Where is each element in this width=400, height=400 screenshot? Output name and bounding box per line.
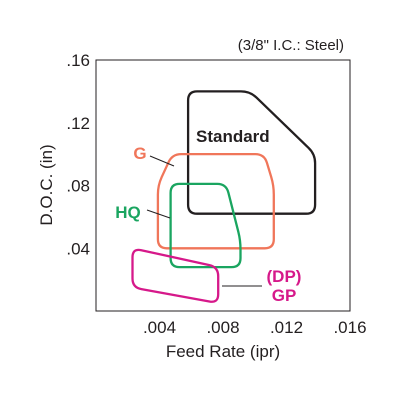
leader-line-hq — [146, 209, 171, 219]
x-tick-label: .016 — [333, 318, 366, 337]
y-tick-label: .04 — [66, 239, 90, 258]
region-standard — [186, 90, 317, 215]
region-labels: Standard G HQ (DP) GP — [115, 127, 301, 305]
y-tick-label: .16 — [66, 51, 90, 70]
region-label-dp-gp: (DP) GP — [267, 267, 302, 305]
region-hq — [169, 182, 242, 269]
y-tick-label: .12 — [66, 114, 90, 133]
y-tick-label: .08 — [66, 177, 90, 196]
x-axis-title: Feed Rate (ipr) — [166, 342, 280, 361]
chart-annotation: (3/8" I.C.: Steel) — [238, 37, 344, 54]
region-label-hq: HQ — [115, 203, 141, 222]
y-axis-title: D.O.C. (in) — [37, 144, 56, 225]
region-dp-gp — [131, 248, 220, 303]
x-tick-label: .012 — [270, 318, 303, 337]
y-tick-labels: .04 .08 .12 .16 — [66, 51, 90, 258]
region-label-g: G — [133, 144, 146, 163]
leader-line-g — [149, 155, 175, 167]
region-g — [156, 152, 275, 250]
x-tick-labels: .004 .008 .012 .016 — [143, 318, 367, 337]
plot-frame — [95, 59, 351, 312]
operating-regions — [131, 90, 317, 303]
x-tick-label: .004 — [143, 318, 176, 337]
region-label-standard: Standard — [196, 127, 270, 146]
x-tick-label: .008 — [206, 318, 239, 337]
